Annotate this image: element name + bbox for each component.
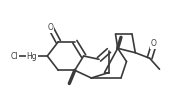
Text: Hg: Hg [27,52,37,60]
Text: Cl: Cl [11,52,18,60]
Text: O: O [151,39,157,48]
Text: O: O [48,23,54,32]
